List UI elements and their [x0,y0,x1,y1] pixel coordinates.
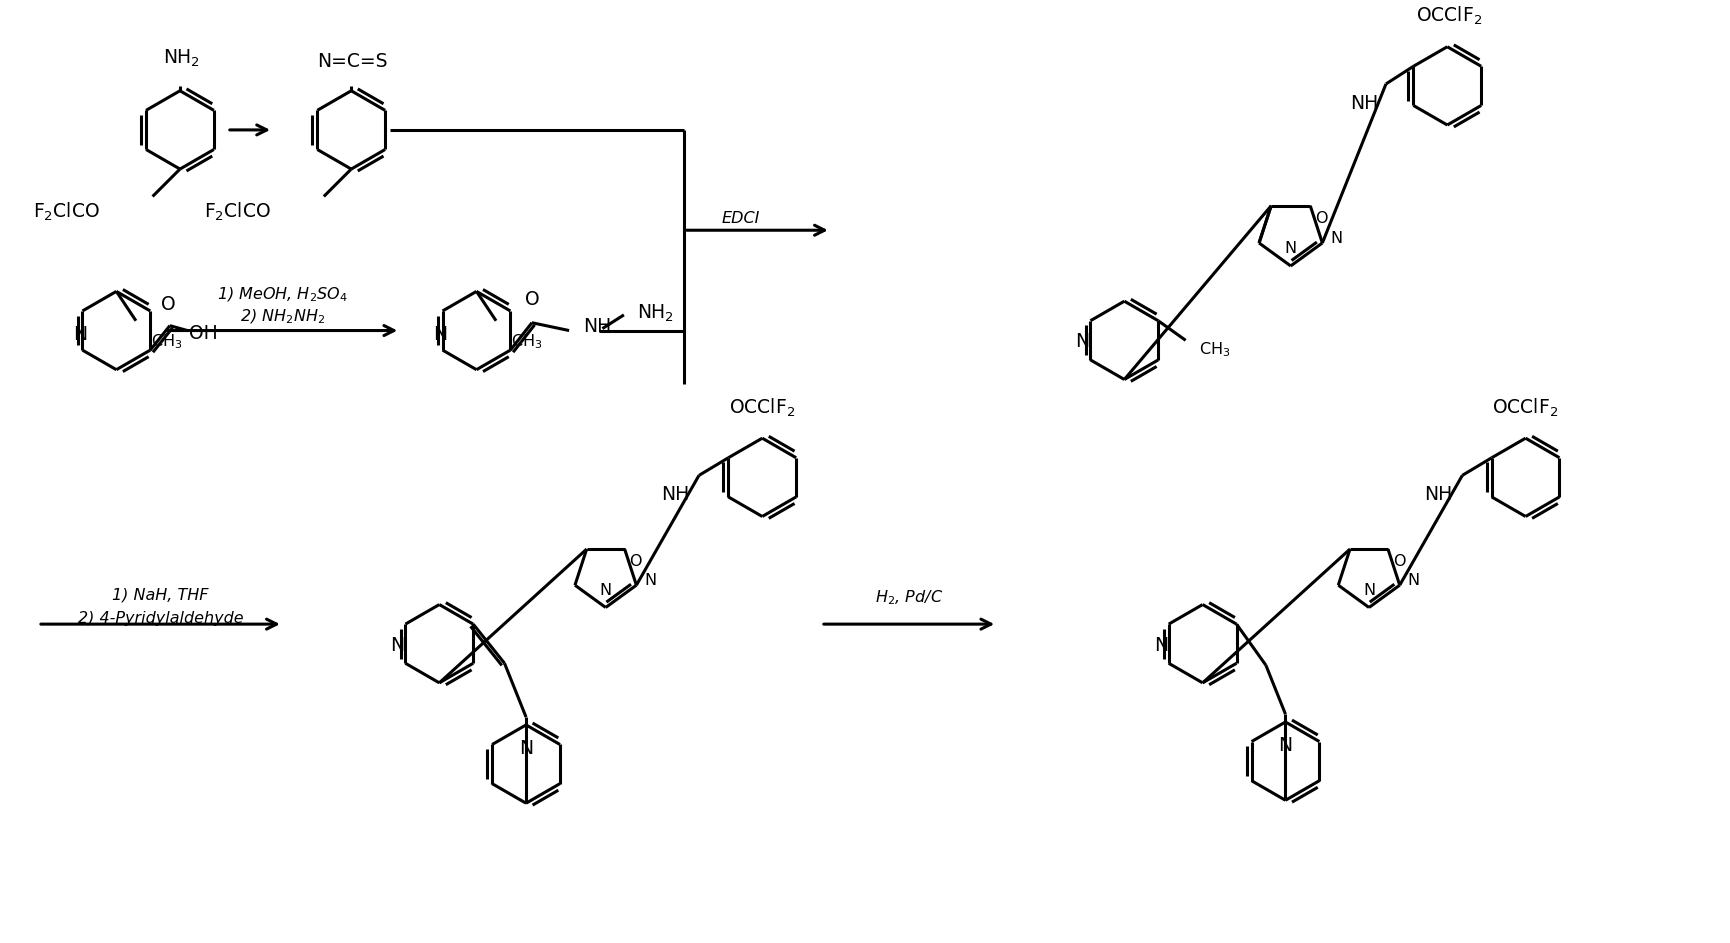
Text: NH$_2$: NH$_2$ [637,303,673,323]
Text: EDCI: EDCI [721,211,759,226]
Text: NH: NH [1349,93,1377,113]
Text: NH: NH [661,485,689,505]
Text: OCClF$_2$: OCClF$_2$ [1491,396,1557,419]
Text: O: O [630,554,642,569]
Text: O: O [524,290,540,309]
Text: N: N [644,572,656,587]
Text: NH: NH [583,317,611,336]
Text: O: O [161,295,175,314]
Text: F$_2$ClCO: F$_2$ClCO [204,201,272,223]
Text: CH$_3$: CH$_3$ [151,333,182,351]
Text: OH: OH [189,324,218,343]
Text: H$_2$, Pd/C: H$_2$, Pd/C [874,587,943,606]
Text: N=C=S: N=C=S [317,52,388,72]
Text: N: N [1074,333,1090,352]
Text: N: N [599,583,611,598]
Text: N: N [1406,572,1419,587]
Text: 1) NaH, THF: 1) NaH, THF [112,587,209,603]
Text: N: N [432,324,448,343]
Text: N: N [1154,636,1168,654]
Text: CH$_3$: CH$_3$ [510,333,541,351]
Text: 2) 4-Pyridylaldehyde: 2) 4-Pyridylaldehyde [78,611,244,626]
Text: NH$_2$: NH$_2$ [163,48,199,69]
Text: F$_2$ClCO: F$_2$ClCO [33,201,100,223]
Text: N: N [391,636,405,654]
Text: N: N [1278,736,1292,754]
Text: 1) MeOH, H$_2$SO$_4$: 1) MeOH, H$_2$SO$_4$ [216,286,348,304]
Text: N: N [1284,241,1296,256]
Text: O: O [1393,554,1405,569]
Text: N: N [1329,231,1341,245]
Text: 2) NH$_2$NH$_2$: 2) NH$_2$NH$_2$ [240,307,325,325]
Text: N: N [1362,583,1374,598]
Text: O: O [1315,210,1327,225]
Text: NH: NH [1424,485,1451,505]
Text: N: N [73,324,88,343]
Text: CH$_3$: CH$_3$ [1199,340,1230,359]
Text: N: N [519,738,533,757]
Text: OCClF$_2$: OCClF$_2$ [1415,5,1481,27]
Text: OCClF$_2$: OCClF$_2$ [728,396,794,419]
